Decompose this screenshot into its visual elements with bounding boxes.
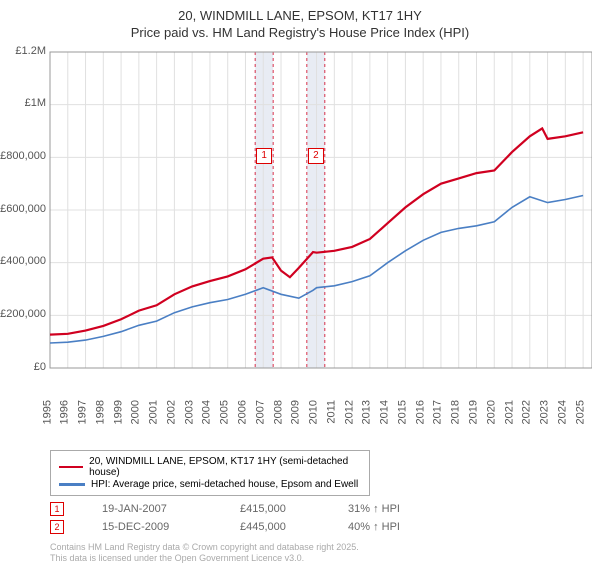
legend-label-property: 20, WINDMILL LANE, EPSOM, KT17 1HY (semi… bbox=[89, 456, 361, 478]
line-chart bbox=[8, 48, 592, 408]
legend: 20, WINDMILL LANE, EPSOM, KT17 1HY (semi… bbox=[50, 450, 370, 496]
event-delta-1: 31% ↑ HPI bbox=[348, 503, 400, 515]
title-block: 20, WINDMILL LANE, EPSOM, KT17 1HY Price… bbox=[8, 8, 592, 42]
sale-event-row-2: 2 15-DEC-2009 £445,000 40% ↑ HPI bbox=[50, 520, 592, 534]
legend-swatch-property bbox=[59, 466, 83, 469]
footer-line-2: This data is licensed under the Open Gov… bbox=[50, 553, 592, 565]
event-price-1: £415,000 bbox=[240, 503, 310, 515]
chart-area: £0£200,000£400,000£600,000£800,000£1M£1.… bbox=[8, 48, 592, 408]
sale-events-table: 1 19-JAN-2007 £415,000 31% ↑ HPI 2 15-DE… bbox=[50, 502, 592, 534]
legend-swatch-hpi bbox=[59, 483, 85, 486]
legend-row-hpi: HPI: Average price, semi-detached house,… bbox=[59, 479, 361, 490]
title-line-1: 20, WINDMILL LANE, EPSOM, KT17 1HY bbox=[8, 8, 592, 25]
title-line-2: Price paid vs. HM Land Registry's House … bbox=[8, 25, 592, 42]
event-delta-2: 40% ↑ HPI bbox=[348, 521, 400, 533]
legend-row-property: 20, WINDMILL LANE, EPSOM, KT17 1HY (semi… bbox=[59, 456, 361, 478]
legend-label-hpi: HPI: Average price, semi-detached house,… bbox=[91, 479, 358, 490]
event-date-1: 19-JAN-2007 bbox=[102, 503, 202, 515]
footer-line-1: Contains HM Land Registry data © Crown c… bbox=[50, 542, 592, 554]
sale-event-row-1: 1 19-JAN-2007 £415,000 31% ↑ HPI bbox=[50, 502, 592, 516]
event-date-2: 15-DEC-2009 bbox=[102, 521, 202, 533]
event-price-2: £445,000 bbox=[240, 521, 310, 533]
x-axis-labels: 1995199619971998199920002001200220032004… bbox=[50, 374, 592, 414]
event-marker-1: 1 bbox=[50, 502, 64, 516]
event-marker-2: 2 bbox=[50, 520, 64, 534]
chart-container: 20, WINDMILL LANE, EPSOM, KT17 1HY Price… bbox=[0, 0, 600, 560]
attribution-footer: Contains HM Land Registry data © Crown c… bbox=[50, 542, 592, 565]
